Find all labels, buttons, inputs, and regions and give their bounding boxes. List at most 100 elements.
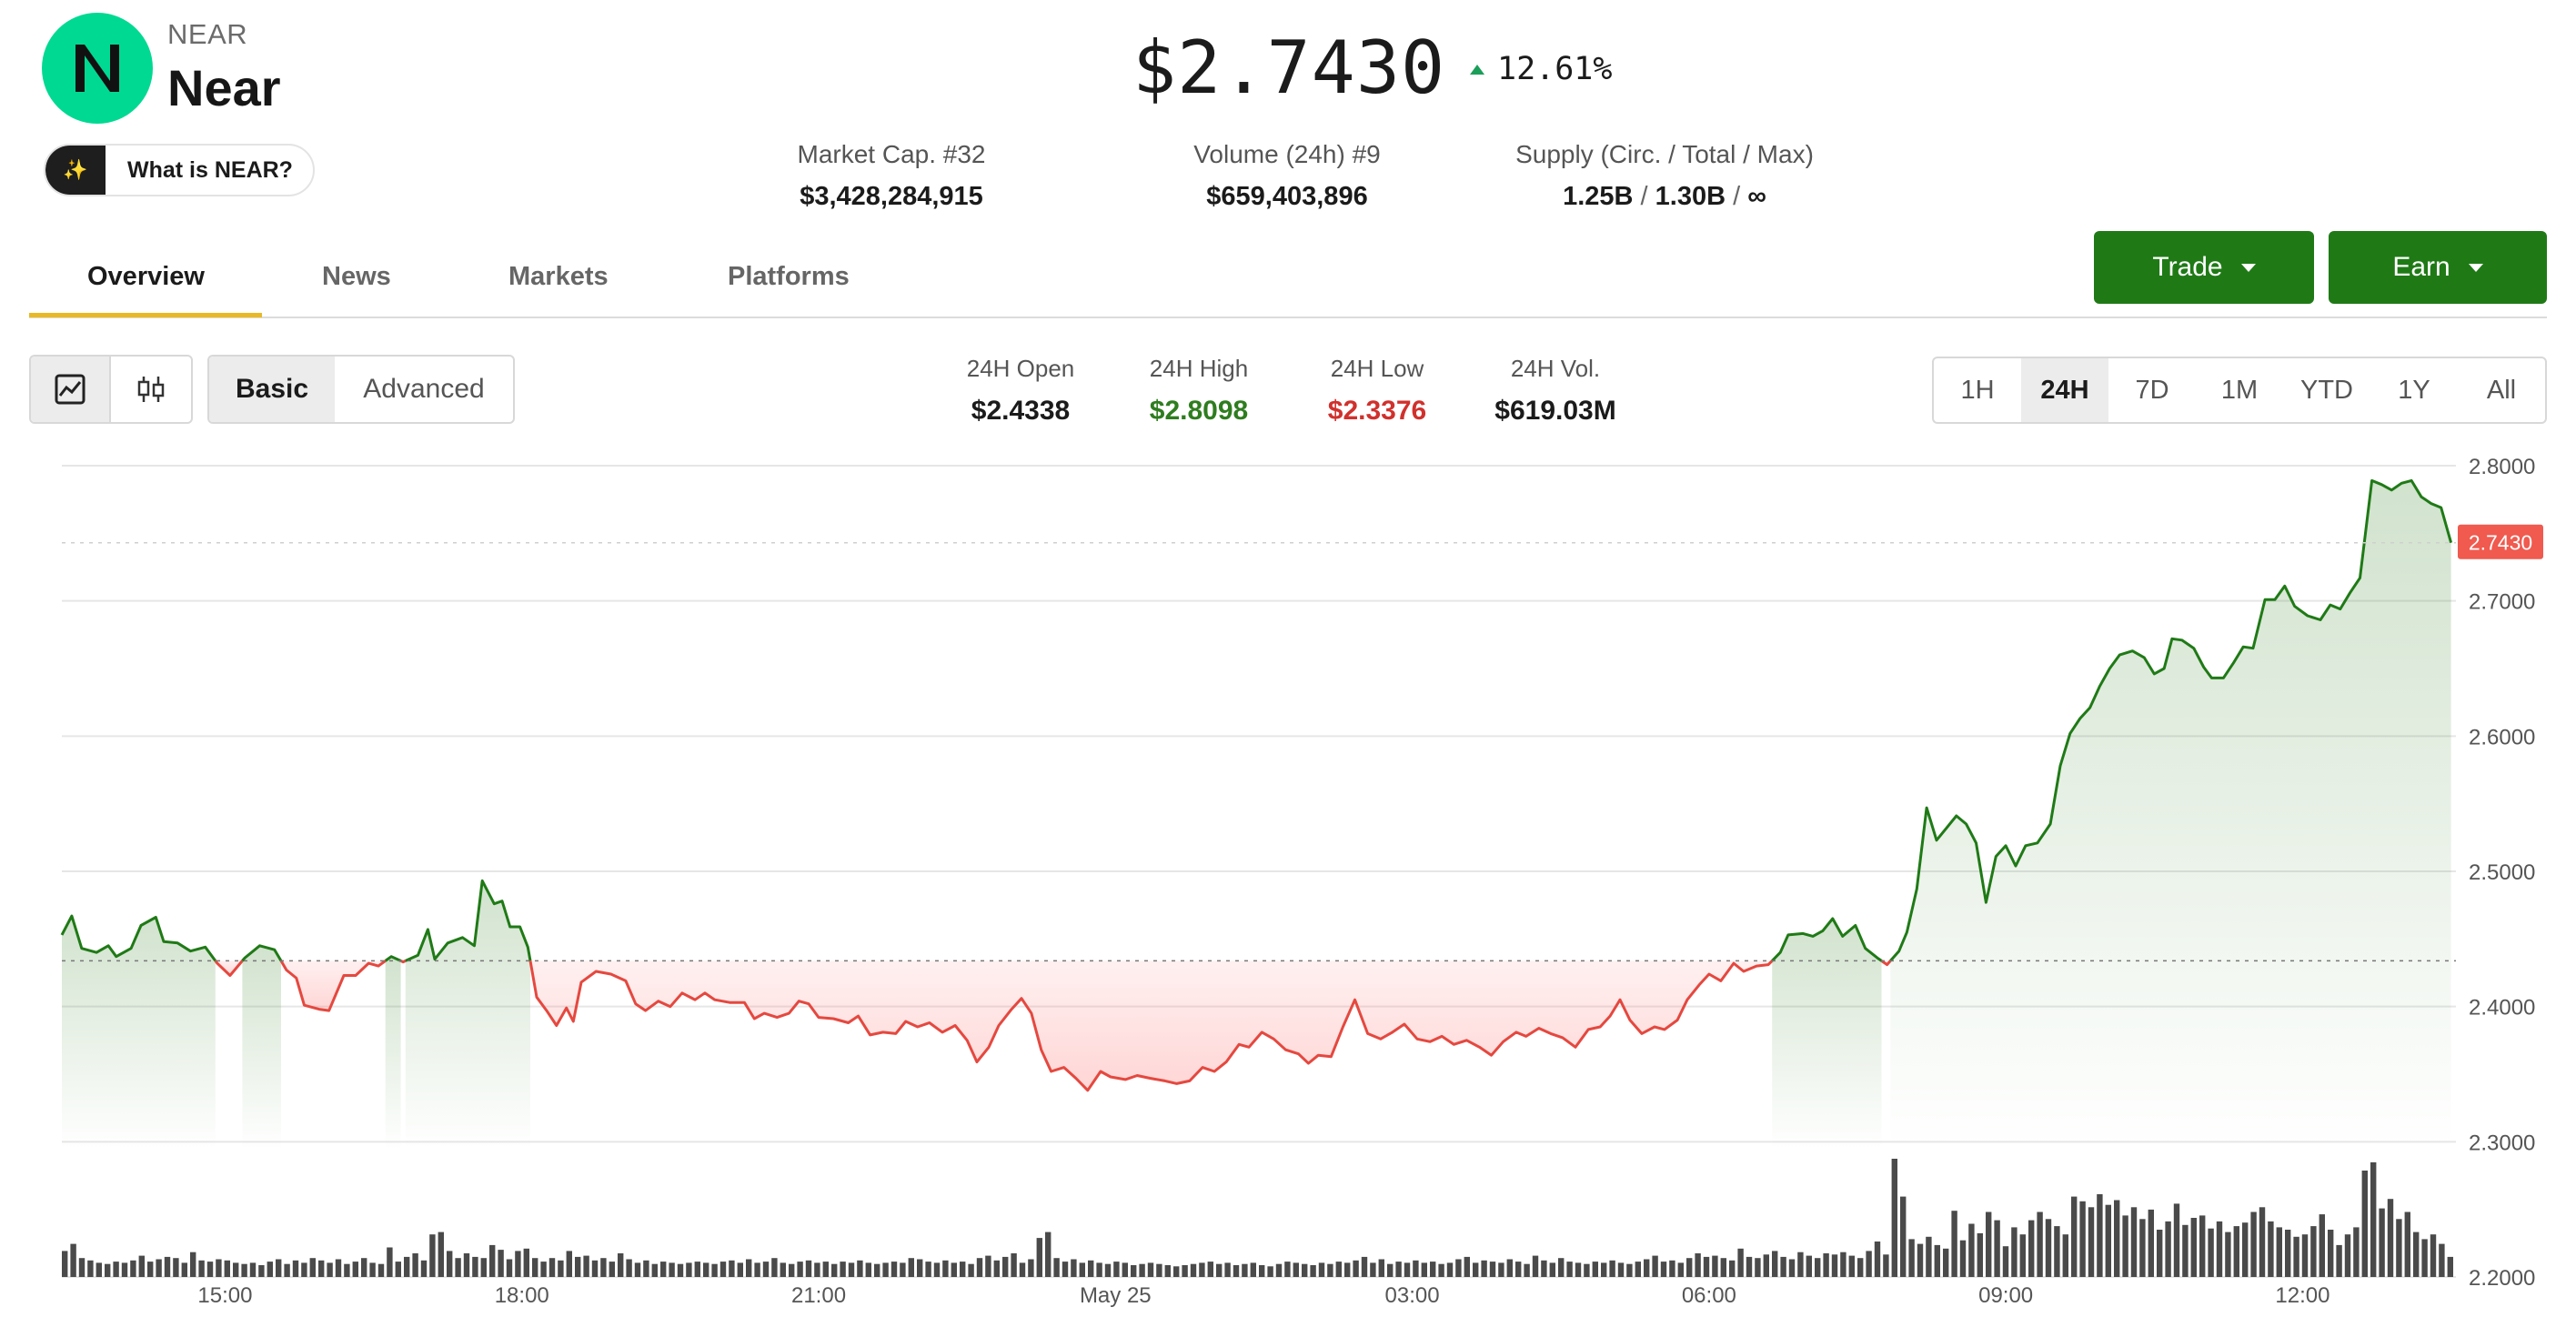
volume-bar: [276, 1259, 282, 1277]
tab-overview[interactable]: Overview: [87, 262, 205, 291]
volume-bar: [719, 1262, 727, 1277]
tab-news[interactable]: News: [322, 262, 391, 291]
candlestick-button[interactable]: [111, 357, 191, 422]
chart-type-toggle: [29, 355, 193, 424]
volume-bar: [241, 1263, 247, 1277]
volume-bar: [1669, 1260, 1675, 1277]
volume-bar: [284, 1263, 290, 1277]
trade-button[interactable]: Trade: [2094, 231, 2314, 304]
volume-bar: [1968, 1223, 1975, 1277]
price-area-up: [1772, 919, 1882, 1150]
volume-bar: [1275, 1263, 1283, 1277]
volume-bar: [2122, 1215, 2128, 1277]
tab-platforms[interactable]: Platforms: [728, 262, 850, 291]
volume-bar: [1224, 1262, 1231, 1277]
tab-markets[interactable]: Markets: [508, 262, 609, 291]
volume-bar: [62, 1251, 68, 1277]
volume-bar: [2225, 1232, 2231, 1277]
volume-bar: [1199, 1262, 1205, 1277]
volume-bar: [147, 1262, 154, 1277]
volume-bar: [2430, 1234, 2437, 1277]
range-24h[interactable]: 24H: [2021, 358, 2108, 422]
volume-bar: [1943, 1248, 1949, 1277]
volume-bar: [523, 1248, 529, 1277]
x-tick-label: 09:00: [1978, 1283, 2033, 1308]
volume-bar: [173, 1258, 179, 1277]
y-tick-label: 2.8000: [2469, 455, 2535, 479]
what-is-near-button[interactable]: ✨ What is NEAR?: [44, 144, 315, 196]
price-change: 12.61%: [1470, 51, 1612, 87]
volume-bar: [840, 1262, 846, 1277]
volume-bar: [1327, 1263, 1333, 1277]
volume-bar: [2353, 1227, 2360, 1277]
volume-bar: [249, 1262, 257, 1277]
volume-bar: [694, 1262, 700, 1277]
volume-bar: [156, 1259, 162, 1277]
volume-bar: [2413, 1232, 2420, 1277]
volume-bar: [1558, 1258, 1565, 1277]
range-ytd[interactable]: YTD: [2300, 375, 2353, 405]
volume-bar: [566, 1251, 572, 1277]
volume-bar: [968, 1263, 974, 1277]
volume-bar: [1096, 1262, 1102, 1277]
volume-bar: [548, 1258, 556, 1277]
day-low-stat: 24H Low $2.3376: [1286, 355, 1468, 427]
volume-bar: [1908, 1239, 1915, 1277]
volume-bar: [780, 1262, 786, 1277]
volume-bar: [1370, 1262, 1376, 1277]
volume-bar: [1438, 1263, 1444, 1277]
price-chart[interactable]: 2.8000 2.7000 2.6000 2.5000 2.4000 2.3000 2.20…: [0, 437, 2576, 1317]
volume-bar: [1848, 1255, 1855, 1277]
market-cap-stat: Market Cap. #32 $3,428,284,915: [746, 140, 1037, 212]
volume-bar: [540, 1262, 547, 1277]
range-1h[interactable]: 1H: [1960, 375, 1995, 405]
line-chart-button[interactable]: [31, 357, 111, 422]
volume-bar: [1660, 1262, 1667, 1277]
volume-bar: [369, 1262, 376, 1277]
x-tick-label: 21:00: [791, 1283, 846, 1308]
volume-bar: [1430, 1262, 1436, 1277]
supply-sep: /: [1633, 182, 1655, 211]
volume-bar: [1609, 1260, 1615, 1277]
advanced-view-button[interactable]: Advanced: [363, 374, 485, 404]
volume-bar: [737, 1262, 743, 1277]
volume-bar: [1216, 1263, 1223, 1277]
volume-bar: [1139, 1263, 1145, 1277]
price-area-down: [530, 960, 1773, 1091]
range-all[interactable]: All: [2486, 375, 2517, 405]
range-1m[interactable]: 1M: [2220, 375, 2259, 405]
volume-bar: [121, 1262, 128, 1277]
volume-bar: [2079, 1201, 2086, 1277]
volume-bar: [1815, 1258, 1821, 1277]
volume-bar: [789, 1263, 795, 1277]
volume-bar: [1549, 1262, 1555, 1277]
price-line-up: [60, 914, 217, 962]
volume-bar: [2396, 1219, 2402, 1277]
volume-bar: [626, 1259, 632, 1277]
volume-bar: [2319, 1214, 2325, 1277]
volume-bar: [1626, 1263, 1633, 1277]
candlestick-icon: [137, 377, 165, 402]
volume-bar: [822, 1262, 829, 1277]
volume-bar: [643, 1260, 649, 1277]
volume-bar: [686, 1262, 692, 1277]
earn-button[interactable]: Earn: [2329, 231, 2547, 304]
day-high-stat: 24H High $2.8098: [1108, 355, 1290, 427]
volume-bar: [309, 1258, 316, 1277]
volume-bar: [1575, 1262, 1582, 1277]
volume-bar: [70, 1243, 76, 1277]
volume-bar: [1959, 1240, 1967, 1277]
asset-ticker: NEAR: [167, 18, 248, 50]
volume-bar: [831, 1263, 838, 1277]
volume-bar: [2130, 1207, 2138, 1277]
range-1y[interactable]: 1Y: [2398, 375, 2430, 405]
volume-bar: [1986, 1211, 1992, 1277]
time-range-selector: 1H 24H 7D 1M YTD 1Y All: [1932, 357, 2547, 424]
volume-bar: [113, 1262, 119, 1277]
basic-view-button[interactable]: Basic: [209, 357, 335, 422]
range-7d[interactable]: 7D: [2135, 375, 2169, 405]
volume-bar: [1823, 1253, 1829, 1277]
volume-bar: [933, 1262, 941, 1277]
volume-bar: [455, 1258, 461, 1277]
volume-bar: [771, 1258, 778, 1277]
